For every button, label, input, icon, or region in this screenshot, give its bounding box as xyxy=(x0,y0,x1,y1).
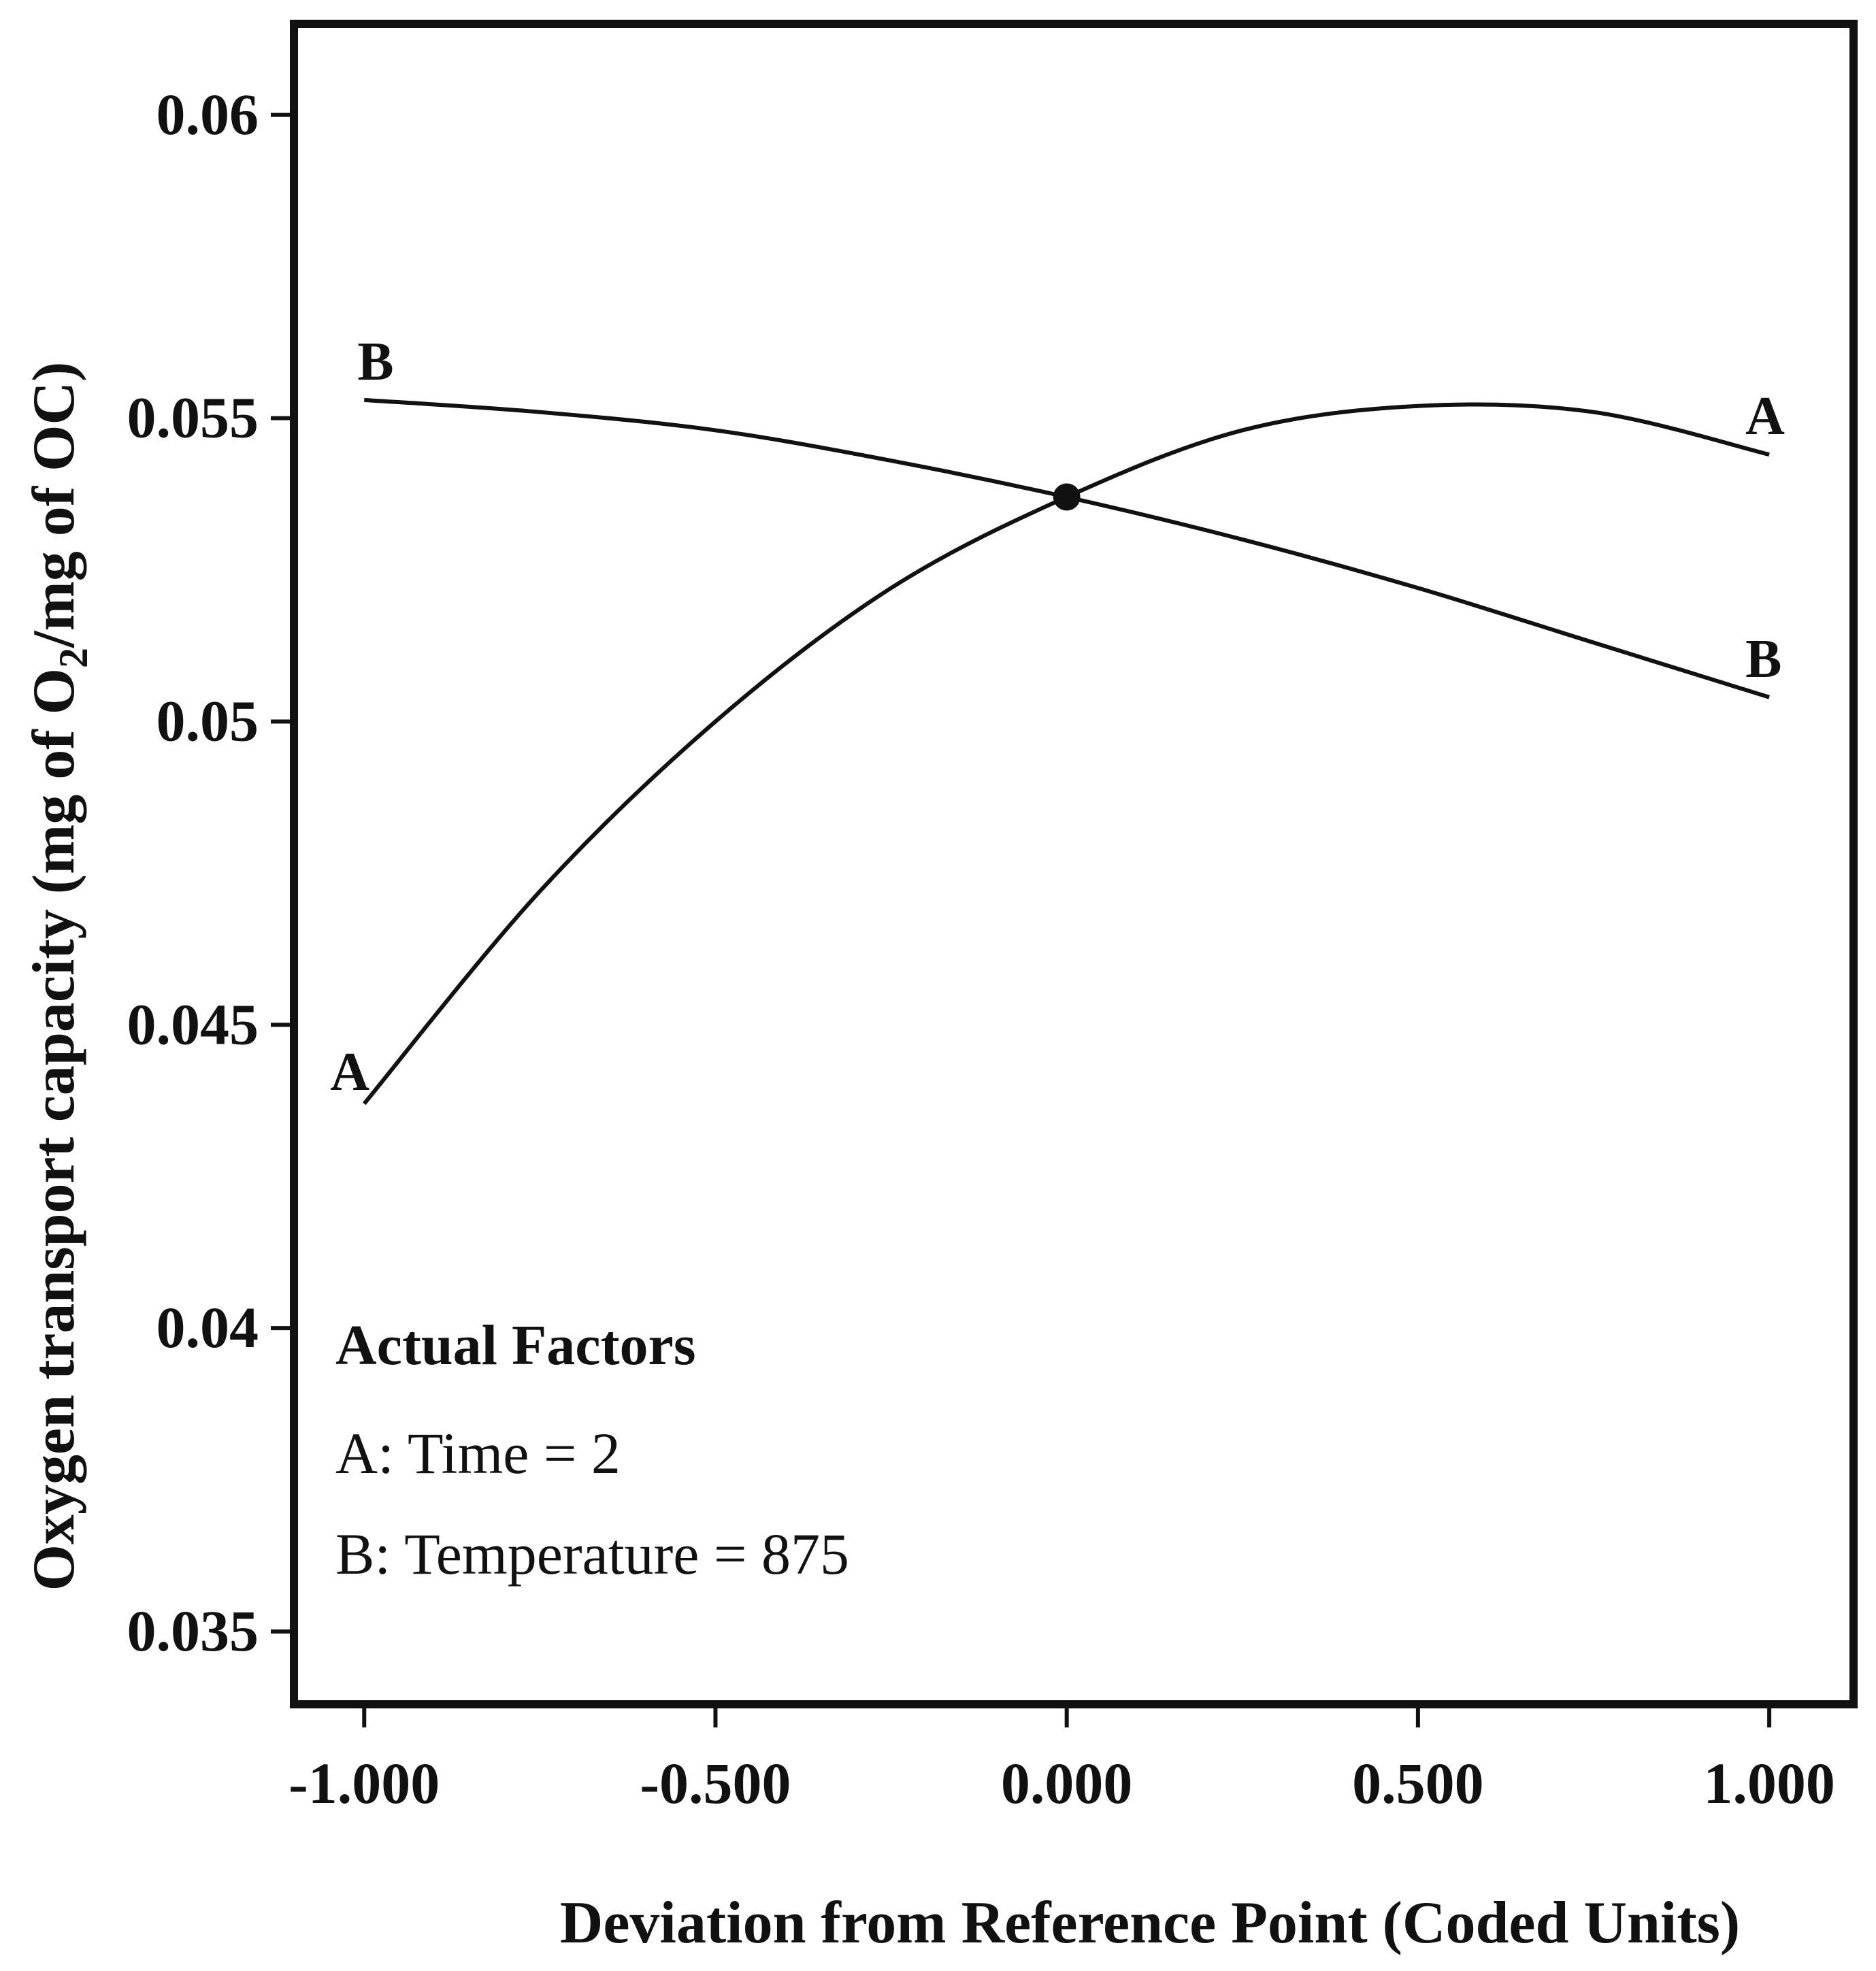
factors-title: Actual Factors xyxy=(335,1314,696,1377)
x-axis-title: Deviation from Reference Point (Coded Un… xyxy=(560,1890,1740,1956)
y-axis-title: Oxygen transport capacity (mg of O2/mg o… xyxy=(21,362,96,1591)
y-tick-label: 0.055 xyxy=(127,385,259,450)
x-tick-label: 0.000 xyxy=(1001,1751,1133,1816)
series-label-B-right: B xyxy=(1745,629,1781,689)
series-label-B-left: B xyxy=(357,332,393,392)
x-tick-label: 1.000 xyxy=(1703,1751,1835,1816)
factor-a: A: Time = 2 xyxy=(335,1421,621,1486)
x-tick-label: -1.000 xyxy=(289,1751,440,1816)
x-tick-label: -0.500 xyxy=(640,1751,791,1816)
series-label-A-left: A xyxy=(330,1042,369,1102)
y-tick-label: 0.05 xyxy=(157,688,259,753)
series-line-A xyxy=(362,402,1770,1106)
series-layer: A A B B xyxy=(330,332,1785,1106)
series-line-B xyxy=(364,397,1771,699)
y-tick-label: 0.06 xyxy=(157,82,259,147)
y-axis: 0.035 0.04 0.045 0.05 0.055 0.06 xyxy=(127,82,294,1663)
y-tick-label: 0.04 xyxy=(157,1295,259,1360)
y-tick-label: 0.035 xyxy=(127,1598,259,1663)
factor-b: B: Temperature = 875 xyxy=(335,1521,849,1587)
series-label-A-right: A xyxy=(1745,386,1785,446)
reference-point xyxy=(1053,483,1081,511)
x-tick-label: 0.500 xyxy=(1352,1751,1484,1816)
y-tick-label: 0.045 xyxy=(127,991,259,1057)
x-axis: -1.000 -0.500 0.000 0.500 1.000 xyxy=(289,1704,1835,1816)
plot-frame xyxy=(290,20,1858,1708)
